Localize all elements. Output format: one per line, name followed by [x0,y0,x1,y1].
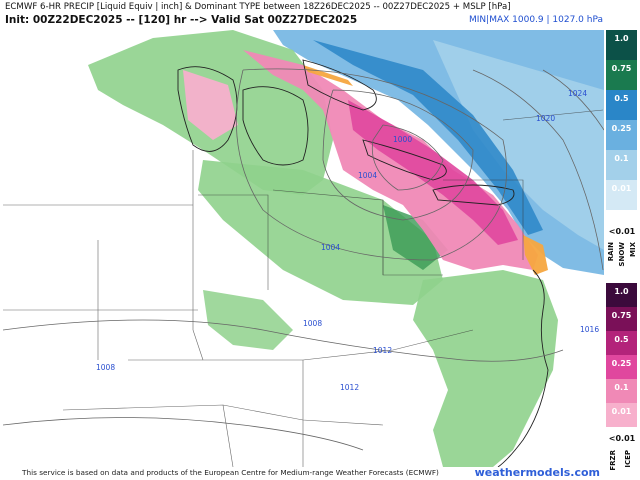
snow-swatch [606,180,637,210]
precip-map: 1000 1004 1004 1008 1008 1012 1012 1016 … [3,30,604,467]
mix-area-heavy [348,100,518,245]
snow-swatch [606,120,637,150]
snow-level-label: 0.75 [611,64,632,73]
precip-legend: 1.0 0.75 0.5 0.25 0.1 0.01 <0.01 RAIN SN… [604,30,640,480]
mix-area [243,50,538,270]
snow-swatch [606,60,637,90]
brand-link[interactable]: weathermodels.com [474,466,600,479]
icep-type-label: ICEP [624,450,632,468]
init-valid-line: Init: 00Z22DEC2025 -- [120] hr --> Valid… [5,14,358,26]
mix-swatch [606,331,637,355]
mix-swatch [606,355,637,379]
rain-type-label: RAIN [607,242,615,262]
snow-swatch [606,150,637,180]
mix-type-label: MIX [629,242,637,257]
freezing-rain-area [523,235,548,275]
isobar-label: 1008 [96,363,115,372]
mix-level-label: 1.0 [614,287,629,296]
snow-swatch [606,90,637,120]
snow-level-label: 0.01 [611,184,632,193]
mix-level-label: 0.5 [614,335,629,344]
mix-swatch [606,379,637,403]
pressure-min-max: MIN|MAX 1000.9 | 1027.0 hPa [469,15,603,25]
footer: This service is based on data and produc… [0,466,604,480]
snow-level-label: 1.0 [614,34,629,43]
isobar-label: 1000 [393,135,412,144]
isobar-label: 1020 [536,114,555,123]
ecmwf-credit: This service is based on data and produc… [22,468,439,477]
isobar-lines [3,68,604,451]
snow-level-label: 0.25 [611,124,632,133]
mix-swatch [606,283,637,307]
snow-level-label: 0.1 [614,154,629,163]
isobar-label: 1008 [303,319,322,328]
snow-area-heavy [313,40,543,235]
snow-type-label: SNOW [618,242,626,267]
rain-area-southeast [413,270,558,467]
rain-area-dark [383,205,448,270]
less-than-label: <0.01 [608,227,636,236]
map-title: ECMWF 6-HR PRECIP [Liquid Equiv | inch] … [5,2,511,12]
mix-level-label: 0.01 [611,407,632,416]
mix-level-label: 0.25 [611,359,632,368]
frzr-type-label: FRZR [609,450,617,471]
isobar-label: 1004 [321,243,340,252]
isobar-label: 1016 [580,325,599,334]
rain-area-south [203,290,293,350]
isobar-label: 1004 [358,171,377,180]
mix-swatch [606,403,637,427]
header: ECMWF 6-HR PRECIP [Liquid Equiv | inch] … [0,0,640,30]
snow-swatch [606,30,637,60]
mix-swatch [606,307,637,331]
coastlines [177,59,549,467]
mix-level-label: 0.75 [611,311,632,320]
mix-level-label: 0.1 [614,383,629,392]
isobar-label: 1024 [568,89,587,98]
isobar-label: 1012 [373,346,392,355]
snow-level-label: 0.5 [614,94,629,103]
rain-area-central [198,160,443,305]
less-than-label: <0.01 [608,434,636,443]
mix-area-lake [183,70,238,140]
snow-area-light [433,40,604,250]
state-borders [3,109,604,467]
isobar-label: 1012 [340,383,359,392]
